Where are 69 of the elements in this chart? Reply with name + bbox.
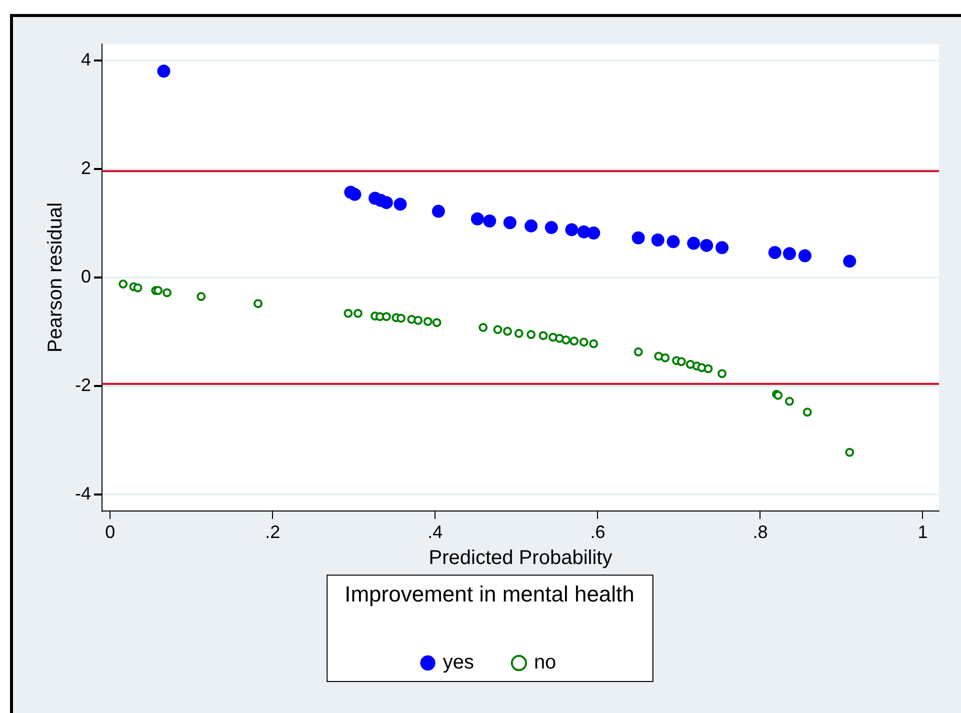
point bbox=[154, 286, 163, 296]
point bbox=[700, 238, 714, 252]
point bbox=[565, 223, 578, 236]
legend-title: Improvement in mental health bbox=[344, 582, 634, 607]
point bbox=[483, 214, 496, 228]
point bbox=[157, 64, 170, 78]
y-tick-label: -2 bbox=[74, 375, 92, 396]
point bbox=[687, 236, 700, 250]
point bbox=[544, 221, 558, 234]
point bbox=[768, 246, 782, 260]
x-tick-label: .6 bbox=[590, 522, 606, 542]
point bbox=[526, 330, 536, 340]
point bbox=[589, 339, 598, 348]
point bbox=[843, 254, 856, 268]
point bbox=[414, 316, 423, 325]
legend-label: no bbox=[534, 652, 556, 674]
point bbox=[254, 299, 263, 308]
point bbox=[118, 280, 128, 289]
point bbox=[562, 335, 571, 344]
x-tick-label: 1 bbox=[918, 522, 928, 542]
point bbox=[503, 216, 516, 230]
point bbox=[353, 308, 362, 318]
point bbox=[666, 235, 680, 248]
x-axis-title: Predicted Probability bbox=[428, 547, 612, 570]
point bbox=[423, 316, 432, 326]
point bbox=[802, 408, 812, 417]
point bbox=[704, 364, 713, 374]
point bbox=[538, 331, 548, 340]
point bbox=[570, 336, 579, 346]
point bbox=[784, 396, 794, 406]
point bbox=[133, 283, 142, 292]
point bbox=[716, 241, 729, 254]
point bbox=[514, 328, 524, 338]
x-tick-label: 0 bbox=[105, 522, 116, 542]
point bbox=[634, 347, 643, 356]
y-tick-label: -4 bbox=[74, 484, 92, 504]
y-tick-label: 0 bbox=[80, 266, 92, 286]
point bbox=[676, 357, 686, 366]
point bbox=[579, 338, 588, 347]
point bbox=[651, 234, 664, 247]
point bbox=[718, 369, 727, 378]
x-tick-label: .2 bbox=[265, 522, 280, 542]
x-tick-label: .4 bbox=[428, 522, 443, 542]
point bbox=[782, 247, 796, 260]
point bbox=[470, 212, 484, 226]
point bbox=[162, 288, 172, 298]
point bbox=[478, 322, 488, 332]
point bbox=[380, 196, 393, 210]
point bbox=[587, 226, 600, 240]
point bbox=[493, 325, 502, 334]
point bbox=[845, 448, 854, 457]
point bbox=[348, 188, 362, 201]
point bbox=[632, 231, 645, 244]
point bbox=[503, 326, 512, 336]
x-tick-label: .8 bbox=[752, 522, 768, 542]
point bbox=[432, 204, 445, 218]
y-tick-label: 2 bbox=[80, 158, 92, 178]
y-tick-label: 4 bbox=[80, 49, 92, 70]
point bbox=[660, 353, 670, 362]
point bbox=[344, 308, 353, 318]
point bbox=[394, 198, 407, 211]
point bbox=[196, 292, 206, 302]
point bbox=[396, 314, 406, 323]
point bbox=[524, 219, 538, 232]
point bbox=[798, 249, 812, 262]
point bbox=[432, 318, 442, 328]
point bbox=[382, 312, 391, 322]
y-axis-title: Pearson residual bbox=[44, 202, 67, 353]
legend-label: yes bbox=[442, 652, 474, 674]
